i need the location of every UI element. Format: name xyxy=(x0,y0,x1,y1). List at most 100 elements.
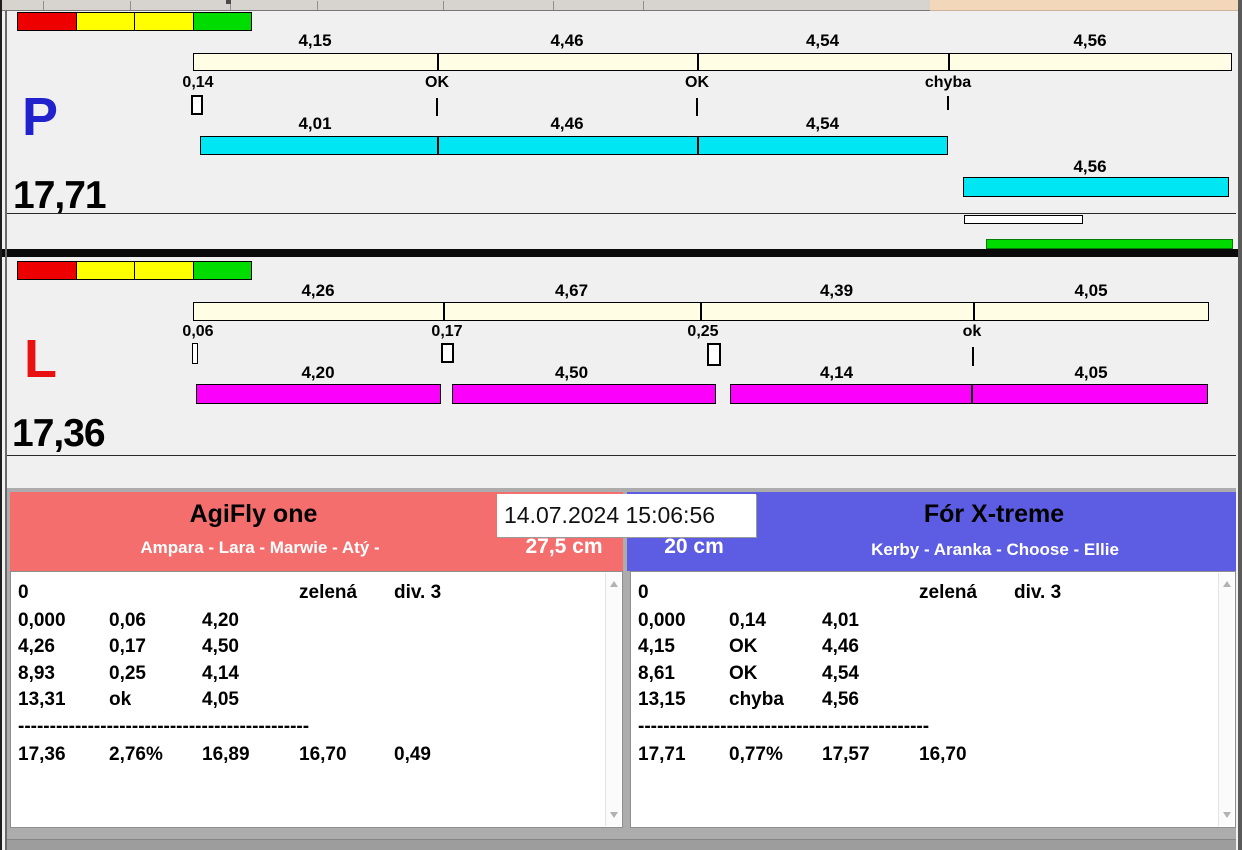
p-segment-time-1: 4,15 xyxy=(298,31,332,50)
summary-cell: 2,76% xyxy=(109,744,163,765)
cell: div. 3 xyxy=(394,582,442,603)
grid-separator xyxy=(43,1,44,10)
segment-divider xyxy=(443,303,445,320)
l-exchange-box-marker-narrow xyxy=(192,343,198,364)
cell: 0,000 xyxy=(18,610,66,631)
table-divider-dashes: ----------------------------------------… xyxy=(638,716,930,737)
summary-cell: 17,57 xyxy=(822,744,870,765)
scroll-up-icon[interactable] xyxy=(1223,581,1231,587)
p-bottom-divider-line xyxy=(7,213,1236,214)
cell: ok xyxy=(109,689,132,710)
l-run-bar-3-4 xyxy=(730,384,1208,404)
datetime-display: 14.07.2024 15:06:56 xyxy=(497,494,756,537)
grid-separator xyxy=(130,1,131,10)
status-square-red xyxy=(17,261,77,280)
grid-separator xyxy=(643,1,644,10)
p-run-bar-last xyxy=(963,177,1229,197)
cell: 4,54 xyxy=(822,663,859,684)
l-exchange-tick xyxy=(972,347,974,366)
left-team-dogs: Ampara - Lara - Marwie - Atý - xyxy=(140,538,380,557)
scroll-up-icon[interactable] xyxy=(610,581,618,587)
summary-cell: 16,70 xyxy=(299,744,347,765)
cell: 0 xyxy=(638,582,649,603)
p-white-progress-bar xyxy=(964,215,1083,224)
p-run-time-3: 4,54 xyxy=(805,114,840,133)
lane-l-total-time: 17,36 xyxy=(12,412,106,455)
segment-divider xyxy=(948,54,950,70)
segment-divider xyxy=(437,54,439,70)
l-run-time-3: 4,14 xyxy=(819,363,854,382)
segment-divider xyxy=(697,54,699,70)
p-run-time-2: 4,46 xyxy=(550,114,584,133)
window-right-border xyxy=(1238,0,1242,850)
left-team-name: AgiFly one xyxy=(189,500,318,528)
left-table-scrollbar[interactable] xyxy=(605,573,621,826)
scroll-down-icon[interactable] xyxy=(610,812,618,818)
top-grid-strip xyxy=(2,0,930,11)
cell: 4,56 xyxy=(822,689,859,710)
p-run-time-4: 4,56 xyxy=(1073,157,1107,176)
l-segment-time-1: 4,26 xyxy=(301,281,335,300)
p-exchange-tick xyxy=(947,96,949,110)
right-team-dogs: Kerby - Aranka - Choose - Ellie xyxy=(871,540,1119,559)
l-run-time-1: 4,20 xyxy=(301,363,335,382)
cell: 4,05 xyxy=(202,689,239,710)
cell: 0 xyxy=(18,582,29,603)
p-exchange-mark-4: chyba xyxy=(924,74,972,91)
grid-separator xyxy=(553,1,554,10)
l-exchange-mark-2: 0,17 xyxy=(431,323,463,340)
cell: 8,93 xyxy=(18,663,55,684)
l-bottom-divider-line xyxy=(7,455,1236,456)
cell: 13,15 xyxy=(638,689,686,710)
p-exchange-mark-2: OK xyxy=(425,74,449,91)
status-square-red xyxy=(17,12,77,31)
right-team-jump-height: 20 cm xyxy=(664,535,724,558)
cell: div. 3 xyxy=(1014,582,1062,603)
l-segment-time-3: 4,39 xyxy=(819,281,854,300)
p-exchange-tick xyxy=(436,98,438,116)
scroll-down-icon[interactable] xyxy=(1223,812,1231,818)
l-exchange-box-marker xyxy=(707,343,721,366)
lane-l-letter: L xyxy=(24,329,57,389)
l-exchange-mark-4: ok xyxy=(962,323,982,340)
status-square-yellow-2 xyxy=(134,12,194,31)
window-left-border xyxy=(0,0,2,850)
l-run-bar-2 xyxy=(452,384,716,404)
p-exchange-tick xyxy=(696,98,698,116)
p-green-progress-bar xyxy=(986,239,1233,249)
segment-divider xyxy=(700,303,702,320)
lane-separator xyxy=(0,249,1242,257)
cell: 8,61 xyxy=(638,663,675,684)
table-divider-dashes: ----------------------------------------… xyxy=(18,716,310,737)
p-exchange-mark-1: 0,14 xyxy=(182,74,214,91)
right-team-name: Fór X-treme xyxy=(923,500,1065,528)
p-segment-time-3: 4,54 xyxy=(805,31,840,50)
cell: 4,46 xyxy=(822,636,859,657)
l-exchange-mark-3: 0,25 xyxy=(687,323,719,340)
run-divider xyxy=(437,137,439,154)
summary-cell: 0,77% xyxy=(729,744,783,765)
cell: 4,14 xyxy=(202,663,239,684)
cell: 4,20 xyxy=(202,610,239,631)
l-run-time-4: 4,05 xyxy=(1074,363,1108,382)
right-table-scrollbar[interactable] xyxy=(1218,573,1234,826)
cell: 4,50 xyxy=(202,636,239,657)
summary-cell: 17,36 xyxy=(18,744,66,765)
cell: 4,01 xyxy=(822,610,859,631)
run-divider xyxy=(697,137,699,154)
l-segment-bar xyxy=(193,302,1209,321)
left-team-table: 0 zelená div. 3 0,000 0,06 4,20 4,26 0,1… xyxy=(10,571,623,828)
l-segment-time-2: 4,67 xyxy=(554,281,589,300)
right-team-table: 0 zelená div. 3 0,000 0,14 4,01 4,15 OK … xyxy=(630,571,1236,828)
grid-separator xyxy=(230,1,231,10)
grid-separator xyxy=(443,1,444,10)
l-exchange-box-marker xyxy=(441,343,454,363)
summary-cell: 16,70 xyxy=(919,744,967,765)
p-exchange-box-marker xyxy=(191,95,203,115)
cell: 4,26 xyxy=(18,636,55,657)
status-square-yellow-1 xyxy=(76,261,135,280)
cell: zelená xyxy=(299,582,358,603)
window-left-inner-border xyxy=(5,11,7,850)
cell: zelená xyxy=(919,582,978,603)
